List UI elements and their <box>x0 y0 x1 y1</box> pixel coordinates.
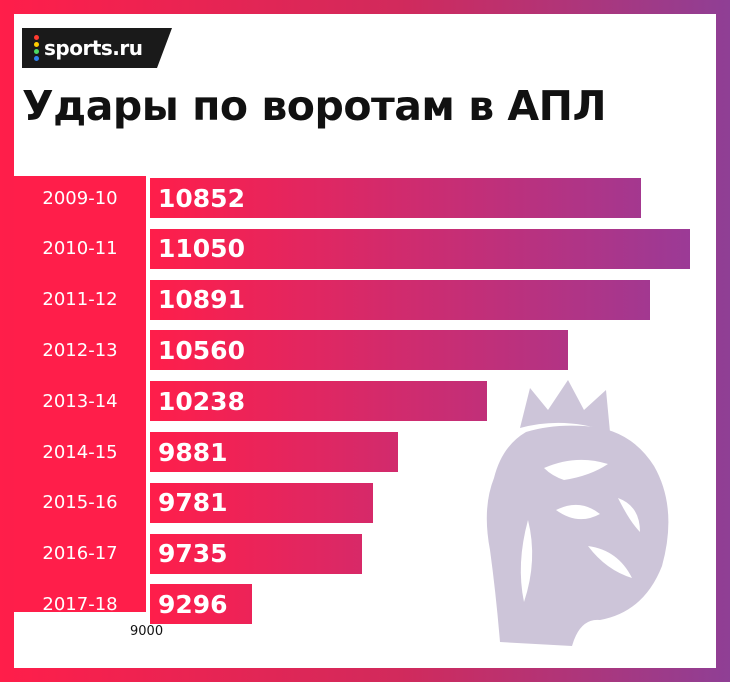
logo-dot <box>34 49 39 54</box>
bar: 10560 <box>150 330 568 371</box>
bar: 9781 <box>150 482 374 523</box>
logo-dot <box>34 35 39 40</box>
bar: 9735 <box>150 533 362 574</box>
category-label: 2017-18 <box>42 593 118 615</box>
category-label: 2011-12 <box>42 289 118 311</box>
bar: 10891 <box>150 279 651 320</box>
bar-value-label: 10560 <box>158 335 245 365</box>
lion-brow <box>544 459 608 480</box>
lion-mane-stripe <box>520 520 533 602</box>
chart-title: Удары по воротам в АПЛ <box>22 82 607 130</box>
bar: 9296 <box>150 584 252 625</box>
axis-baseline-label: 9000 <box>130 624 164 639</box>
category-label: 2010-11 <box>42 238 118 260</box>
bar: 10852 <box>150 178 641 218</box>
logo-dot <box>34 42 39 47</box>
bar-value-label: 9881 <box>158 437 228 467</box>
category-label: 2009-10 <box>42 187 118 209</box>
bar-value-label: 9296 <box>158 589 228 619</box>
logo-dots-icon <box>34 35 39 61</box>
bar-value-label: 9735 <box>158 539 228 569</box>
bar-value-label: 9781 <box>158 488 228 518</box>
bar-value-label: 10891 <box>158 285 245 315</box>
sports-ru-logo: sports.ru <box>22 28 172 68</box>
premier-league-lion-icon <box>486 380 669 646</box>
category-label: 2013-14 <box>42 390 118 412</box>
category-label: 2014-15 <box>42 441 118 463</box>
category-label-column <box>14 176 146 612</box>
bar: 9881 <box>150 432 399 472</box>
lion-snout <box>588 546 632 578</box>
category-label: 2015-16 <box>42 492 118 514</box>
category-label: 2016-17 <box>42 543 118 565</box>
bar: 10238 <box>150 381 488 422</box>
bar-value-label: 10238 <box>158 386 245 416</box>
bar-value-label: 11050 <box>158 234 245 264</box>
bar-value-label: 10852 <box>158 183 245 213</box>
lion-mane-cut <box>618 498 640 532</box>
category-label: 2012-13 <box>42 339 118 361</box>
logo-dot <box>34 56 39 61</box>
lion-eye <box>556 504 600 520</box>
bar: 11050 <box>150 228 690 269</box>
logo-text: sports.ru <box>44 36 143 60</box>
